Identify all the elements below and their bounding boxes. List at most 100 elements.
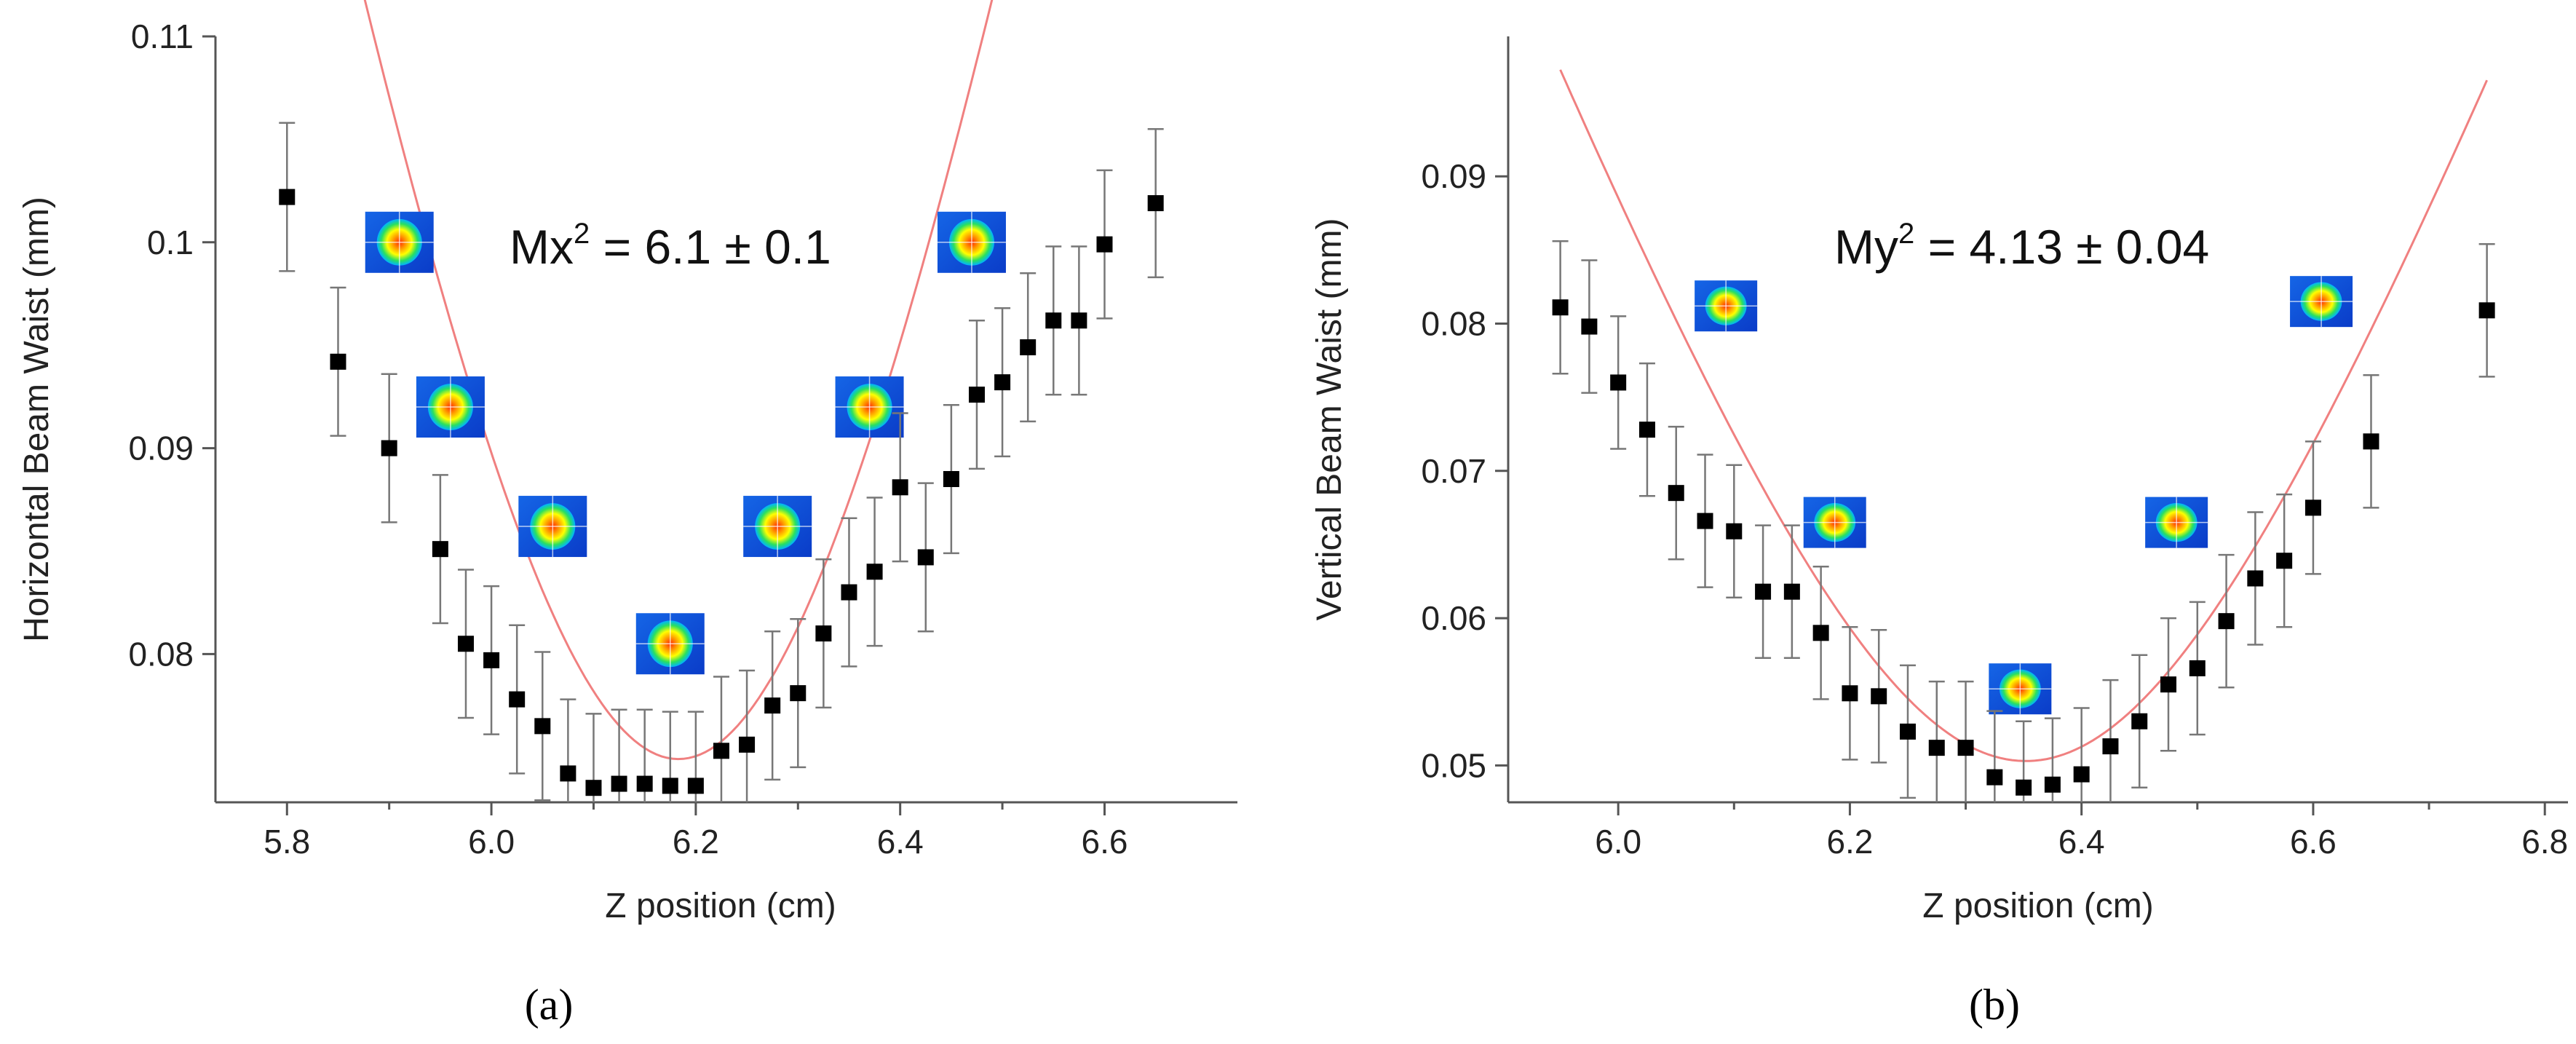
- data-point: [381, 440, 397, 456]
- data-point: [1986, 769, 2003, 786]
- panel-a-beam-profiles: [365, 211, 1006, 675]
- data-point: [739, 736, 756, 753]
- y-tick-label: 0.06: [1421, 599, 1486, 637]
- data-point: [611, 775, 627, 792]
- panel-a-error-bars: [279, 122, 1164, 802]
- data-point: [1581, 318, 1598, 335]
- beam-profile-image: [743, 496, 812, 558]
- y-tick-label: 0.08: [128, 635, 194, 673]
- x-tick-label: 6.4: [2058, 823, 2105, 861]
- panel-a-y-ticks: 0.08 0.09 0.1 0.11: [128, 17, 215, 673]
- panel-a-x-label: Z position (cm): [605, 887, 836, 925]
- data-point: [483, 652, 500, 668]
- data-point: [1668, 485, 1684, 502]
- data-point: [662, 778, 678, 794]
- data-point: [1871, 688, 1887, 705]
- data-point: [2131, 713, 2148, 729]
- x-tick-label: 6.0: [1595, 823, 1641, 861]
- error-bar: [560, 698, 576, 802]
- panel-a-annotation-sup: 2: [574, 218, 590, 250]
- y-tick-label: 0.09: [1421, 157, 1486, 195]
- data-point: [866, 563, 883, 580]
- panel-b-beam-profiles: [1695, 276, 2353, 715]
- data-point: [2276, 553, 2293, 569]
- data-point: [2478, 302, 2495, 319]
- data-point: [2073, 766, 2090, 783]
- x-tick-label: 5.8: [263, 823, 310, 861]
- panel-a-x-ticks: 5.8 6.0 6.2 6.4 6.6: [263, 802, 1128, 861]
- data-point: [457, 636, 474, 652]
- y-tick-label: 0.11: [131, 17, 194, 55]
- data-point: [2218, 613, 2235, 630]
- panel-a-y-label: Horizontal Beam Waist (mm): [17, 197, 56, 642]
- panel-b-annotation-rest: = 4.13 ± 0.04: [1914, 220, 2209, 274]
- panel-b-data-points: [1552, 299, 2495, 796]
- data-point: [279, 189, 296, 205]
- data-point: [2363, 433, 2379, 450]
- beam-profile-image: [2290, 276, 2353, 328]
- data-point: [1957, 740, 1974, 756]
- y-tick-label: 0.05: [1421, 746, 1486, 784]
- x-tick-label: 6.6: [1082, 823, 1128, 861]
- panel-a-annotation: Mx2 = 6.1 ± 0.1: [510, 218, 831, 274]
- panel-a-annotation-rest: = 6.1 ± 0.1: [590, 220, 831, 274]
- y-tick-label: 0.07: [1421, 452, 1486, 490]
- panel-a-plot-area: [215, 36, 1237, 802]
- error-bar: [713, 676, 729, 802]
- data-point: [994, 374, 1011, 391]
- x-tick-label: 6.4: [877, 823, 924, 861]
- panel-b-vertical-waist: 6.0 6.2 6.4 6.6 6.8 0.05 0.06 0.07 0.08 0.09 My2…: [1310, 36, 2568, 1029]
- data-point: [2304, 499, 2321, 516]
- panel-b-annotation-base: My: [1834, 220, 1898, 274]
- x-tick-label: 6.0: [468, 823, 515, 861]
- data-point: [1928, 740, 1945, 756]
- data-point: [2247, 570, 2264, 587]
- data-point: [534, 718, 551, 735]
- panel-b-y-ticks: 0.05 0.06 0.07 0.08 0.09: [1421, 157, 1508, 784]
- data-point: [1096, 236, 1113, 253]
- data-point: [585, 780, 602, 796]
- panel-b-annotation-sup: 2: [1898, 218, 1914, 250]
- data-point: [1726, 523, 1743, 539]
- data-point: [917, 549, 934, 566]
- data-point: [815, 625, 832, 642]
- data-point: [943, 471, 959, 488]
- panel-b-annotation: My2 = 4.13 ± 0.04: [1834, 218, 2209, 274]
- beam-profile-image: [518, 496, 587, 558]
- x-tick-label: 6.2: [1826, 823, 1873, 861]
- beam-profile-image: [835, 376, 904, 438]
- panel-b-x-label: Z position (cm): [1922, 887, 2153, 925]
- panel-a-data-points: [279, 189, 1164, 796]
- data-point: [1552, 299, 1569, 316]
- beam-profile-image: [937, 211, 1006, 273]
- data-point: [1697, 513, 1713, 529]
- panel-a-annotation-base: Mx: [510, 220, 574, 274]
- data-point: [2016, 779, 2032, 796]
- data-point: [1638, 422, 1655, 438]
- error-bar: [739, 669, 756, 802]
- data-point: [1020, 339, 1037, 356]
- y-tick-label: 0.08: [1421, 305, 1486, 343]
- data-point: [1610, 374, 1627, 391]
- beam-profile-image: [365, 211, 434, 273]
- data-point: [968, 387, 985, 403]
- data-point: [1045, 312, 1062, 329]
- beam-profile-image: [416, 376, 485, 438]
- data-point: [560, 765, 576, 782]
- panel-b-y-label: Vertical Beam Waist (mm): [1310, 218, 1349, 621]
- data-point: [892, 479, 908, 496]
- y-tick-label: 0.09: [128, 430, 194, 467]
- data-point: [2160, 676, 2177, 693]
- data-point: [1842, 685, 1858, 702]
- data-point: [713, 743, 729, 759]
- data-point: [1812, 625, 1829, 641]
- beam-profile-image: [2145, 497, 2208, 548]
- data-point: [509, 691, 526, 708]
- beam-profile-image: [1803, 497, 1866, 548]
- data-point: [2102, 738, 2119, 755]
- data-point: [1071, 312, 1087, 329]
- data-point: [764, 697, 781, 714]
- x-tick-label: 6.6: [2290, 823, 2337, 861]
- error-bar: [1986, 710, 2003, 802]
